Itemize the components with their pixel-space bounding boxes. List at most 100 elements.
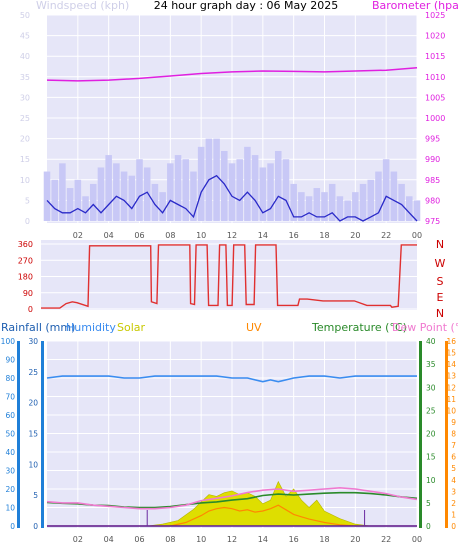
dewpoint-tick-label: 0 [451,522,456,531]
barometer-tick-label: 1000 [425,114,445,123]
top-x-tick-label: 12 [227,231,237,240]
wind-gust-bar [259,167,267,221]
wind-gust-bar [105,155,112,221]
dewpoint-tick-label: 6 [451,453,456,462]
direction-compass-label: N [436,238,444,251]
wind-gust-bar [251,155,259,221]
temperature-tick-label: 25 [426,406,436,415]
wind-gust-bar [66,188,74,221]
dewpoint-tick-label: 10 [446,406,456,415]
bottom-x-tick-label: 08 [165,535,175,544]
bottom-x-tick-label: 14 [258,535,268,544]
rainfall-axis-bar [17,341,20,528]
rainfall-tick-label: 90 [5,356,15,365]
barometer-axis-label: Barometer (hpa) [372,0,458,12]
direction-tick-label: 180 [18,273,33,282]
temperature-tick-label: 15 [426,453,436,462]
barometer-tick-label: 995 [425,135,440,144]
rainfall-tick-label: 20 [5,485,15,494]
wind-gust-bar [367,179,375,221]
wind-gust-bar [228,163,236,221]
humidity-line [46,375,417,383]
dewpoint-tick-label: 7 [451,441,456,450]
humidity-axis-bar [41,341,44,528]
wind-gust-bar [97,167,105,221]
temperature-tick-label: 30 [426,383,436,392]
rainfall-tick-label: 10 [5,504,15,513]
legend-humidity: Humidity [66,321,116,334]
wind-gust-bar [290,183,297,221]
rainfall-tick-label: 100 [1,337,16,346]
top-x-tick-label: 02 [73,231,83,240]
temperature-axis-bar [419,341,422,528]
dewpoint-tick-label: 9 [451,418,456,427]
dewpoint-tick-label: 4 [451,476,456,485]
wind-gust-bar [213,138,220,221]
temperature-tick-label: 35 [426,360,436,369]
bottom-x-tick-label: 16 [289,535,299,544]
dewpoint-tick-label: 2 [451,499,456,508]
legend-uv: UV [246,321,262,334]
barometer-tick-label: 990 [425,155,440,164]
wind-gust-bar [74,179,82,221]
wind-gust-bar [359,183,367,221]
barometer-tick-label: 1015 [425,52,445,61]
wind-gust-bar [182,159,190,221]
windspeed-tick-label: 40 [20,52,30,61]
dewpoint-tick-label: 8 [451,430,456,439]
wind-gust-bar [267,163,274,221]
bottom-x-tick-label: 18 [319,535,329,544]
rainfall-tick-label: 30 [5,467,15,476]
humidity-tick-label: 5 [33,491,38,500]
wind-gust-bar [344,200,351,221]
humidity-tick-label: 15 [28,430,38,439]
rainfall-tick-label: 60 [5,411,15,420]
barometer-tick-label: 980 [425,196,440,205]
barometer-tick-label: 975 [425,217,440,226]
wind-gust-bar [59,163,66,221]
barometer-tick-label: 1010 [425,73,445,82]
bottom-x-tick-label: 04 [104,535,114,544]
rainfall-tick-label: 0 [10,522,15,531]
top-x-tick-label: 04 [104,231,114,240]
top-x-tick-label: 14 [258,231,268,240]
dewpoint-tick-label: 13 [446,372,456,381]
bottom-x-tick-label: 10 [196,535,206,544]
wind-gust-bar [159,192,166,221]
barometer-tick-label: 1005 [425,93,445,102]
direction-compass-label: S [437,275,444,288]
wind-gust-bar [406,196,413,221]
direction-tick-label: 90 [23,289,33,298]
top-x-tick-label: 22 [381,231,391,240]
bottom-x-tick-label: 02 [73,535,83,544]
barometer-tick-label: 985 [425,176,440,185]
bottom-x-tick-label: 12 [227,535,237,544]
direction-compass-label: W [435,257,446,270]
wind-average-line [46,174,418,222]
dewpoint-tick-label: 1 [451,510,456,519]
direction-plot-area [41,240,417,310]
humidity-tick-label: 10 [28,460,38,469]
dewpoint-tick-label: 11 [446,395,456,404]
bottom-x-tick-label: 00 [412,535,422,544]
humidity-tick-label: 25 [28,368,38,377]
rainfall-tick-label: 40 [5,448,15,457]
dewpoint-axis-bar [445,341,448,528]
bottom-x-tick-label: 22 [381,535,391,544]
direction-tick-label: 0 [28,305,33,314]
wind-gust-bar [352,192,359,221]
windspeed-tick-label: 5 [25,196,30,205]
wind-gust-bar [51,179,58,221]
humidity-tick-label: 0 [33,522,38,531]
wind-gust-bar [413,200,421,221]
top-x-tick-label: 20 [350,231,360,240]
barometer-tick-label: 1020 [425,32,445,41]
wind-gust-bar [236,159,243,221]
wind-gust-bar [298,192,305,221]
temperature-tick-label: 40 [426,337,436,346]
top-x-tick-label: 00 [412,231,422,240]
wind-gust-bar [328,183,336,221]
wind-gust-bar [143,167,151,221]
wind-gust-bar [336,196,344,221]
